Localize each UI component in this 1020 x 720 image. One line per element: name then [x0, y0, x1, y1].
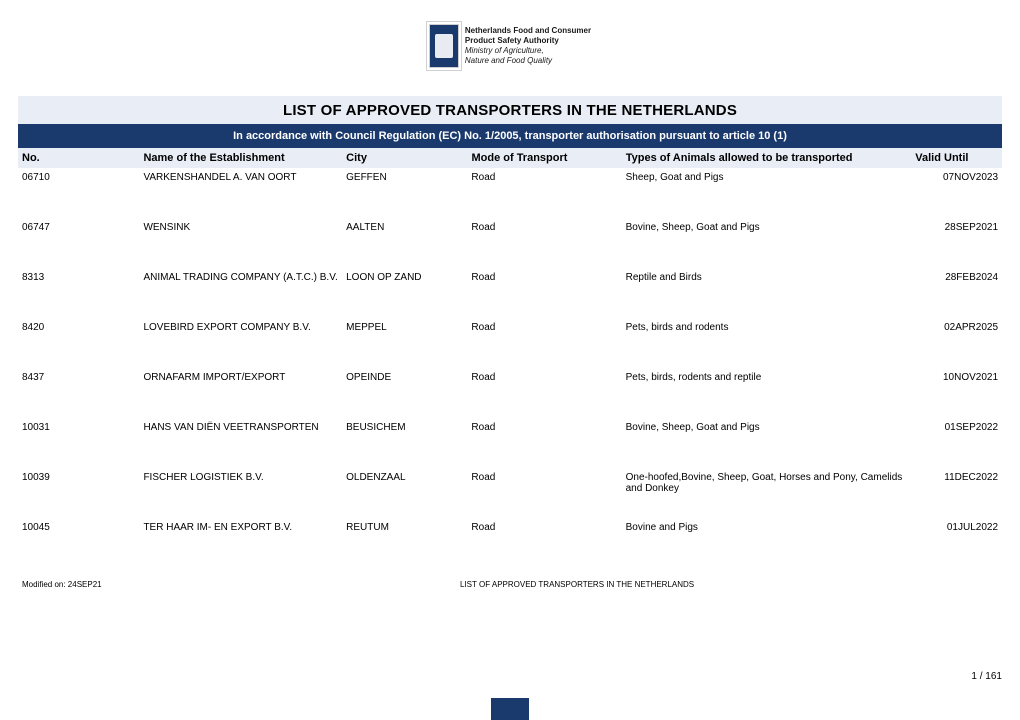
table-header-row: No. Name of the Establishment City Mode …	[18, 148, 1002, 168]
table-row: 8313 ANIMAL TRADING COMPANY (A.T.C.) B.V…	[18, 268, 1002, 318]
cell-valid: 11DEC2022	[915, 472, 1002, 483]
cell-name: ANIMAL TRADING COMPANY (A.T.C.) B.V.	[143, 272, 346, 283]
footer-center-title: LIST OF APPROVED TRANSPORTERS IN THE NET…	[460, 580, 694, 589]
cell-city: MEPPEL	[346, 322, 471, 333]
table-body: 06710 VARKENSHANDEL A. VAN OORT GEFFEN R…	[18, 168, 1002, 568]
cell-types: Bovine and Pigs	[626, 522, 916, 533]
col-header-mode: Mode of Transport	[471, 152, 625, 164]
cell-city: GEFFEN	[346, 172, 471, 183]
cell-types: Bovine, Sheep, Goat and Pigs	[626, 222, 916, 233]
cell-no: 10031	[18, 422, 143, 433]
ministry-line2: Nature and Food Quality	[465, 56, 591, 66]
cell-mode: Road	[471, 222, 625, 233]
cell-mode: Road	[471, 522, 625, 533]
cell-city: REUTUM	[346, 522, 471, 533]
table-row: 10031 HANS VAN DIËN VEETRANSPORTEN BEUSI…	[18, 418, 1002, 468]
cell-city: OPEINDE	[346, 372, 471, 383]
cell-mode: Road	[471, 422, 625, 433]
bottom-brand-block-icon	[491, 698, 529, 720]
cell-name: HANS VAN DIËN VEETRANSPORTEN	[143, 422, 346, 433]
document-page: Netherlands Food and Consumer Product Sa…	[0, 0, 1020, 589]
table-row: 8420 LOVEBIRD EXPORT COMPANY B.V. MEPPEL…	[18, 318, 1002, 368]
cell-valid: 01SEP2022	[915, 422, 1002, 433]
cell-name: FISCHER LOGISTIEK B.V.	[143, 472, 346, 483]
col-header-no: No.	[18, 152, 143, 164]
page-subtitle: In accordance with Council Regulation (E…	[18, 124, 1002, 148]
cell-valid: 02APR2025	[915, 322, 1002, 333]
col-header-valid: Valid Until	[915, 152, 1002, 164]
cell-name: ORNAFARM IMPORT/EXPORT	[143, 372, 346, 383]
footer-line: Modified on: 24SEP21 LIST OF APPROVED TR…	[18, 574, 1002, 589]
authority-line2: Product Safety Authority	[465, 36, 591, 46]
cell-no: 10045	[18, 522, 143, 533]
cell-no: 06710	[18, 172, 143, 183]
cell-types: Pets, birds and rodents	[626, 322, 916, 333]
cell-mode: Road	[471, 172, 625, 183]
cell-types: One-hoofed,Bovine, Sheep, Goat, Horses a…	[626, 472, 916, 494]
cell-mode: Road	[471, 472, 625, 483]
col-header-name: Name of the Establishment	[143, 152, 346, 164]
authority-name-block: Netherlands Food and Consumer Product Sa…	[465, 24, 591, 66]
cell-mode: Road	[471, 372, 625, 383]
cell-name: LOVEBIRD EXPORT COMPANY B.V.	[143, 322, 346, 333]
table-row: 06710 VARKENSHANDEL A. VAN OORT GEFFEN R…	[18, 168, 1002, 218]
cell-valid: 10NOV2021	[915, 372, 1002, 383]
cell-types: Bovine, Sheep, Goat and Pigs	[626, 422, 916, 433]
cell-types: Sheep, Goat and Pigs	[626, 172, 916, 183]
ministry-line1: Ministry of Agriculture,	[465, 46, 591, 56]
cell-city: LOON OP ZAND	[346, 272, 471, 283]
government-logo-icon	[429, 24, 459, 68]
cell-valid: 28FEB2024	[915, 272, 1002, 283]
cell-types: Reptile and Birds	[626, 272, 916, 283]
col-header-types: Types of Animals allowed to be transport…	[626, 152, 916, 164]
table-row: 10039 FISCHER LOGISTIEK B.V. OLDENZAAL R…	[18, 468, 1002, 518]
cell-name: TER HAAR IM- EN EXPORT B.V.	[143, 522, 346, 533]
cell-mode: Road	[471, 272, 625, 283]
cell-types: Pets, birds, rodents and reptile	[626, 372, 916, 383]
cell-no: 8420	[18, 322, 143, 333]
page-title: LIST OF APPROVED TRANSPORTERS IN THE NET…	[18, 96, 1002, 124]
cell-city: AALTEN	[346, 222, 471, 233]
table-row: 8437 ORNAFARM IMPORT/EXPORT OPEINDE Road…	[18, 368, 1002, 418]
authority-line1: Netherlands Food and Consumer	[465, 26, 591, 36]
cell-valid: 28SEP2021	[915, 222, 1002, 233]
header-logo-block: Netherlands Food and Consumer Product Sa…	[18, 24, 1002, 68]
page-number: 1 / 161	[971, 671, 1002, 682]
cell-no: 06747	[18, 222, 143, 233]
cell-city: BEUSICHEM	[346, 422, 471, 433]
cell-valid: 01JUL2022	[915, 522, 1002, 533]
cell-city: OLDENZAAL	[346, 472, 471, 483]
cell-no: 10039	[18, 472, 143, 483]
cell-no: 8313	[18, 272, 143, 283]
cell-name: WENSINK	[143, 222, 346, 233]
cell-name: VARKENSHANDEL A. VAN OORT	[143, 172, 346, 183]
cell-valid: 07NOV2023	[915, 172, 1002, 183]
cell-no: 8437	[18, 372, 143, 383]
footer-modified: Modified on: 24SEP21	[22, 580, 460, 589]
table-row: 10045 TER HAAR IM- EN EXPORT B.V. REUTUM…	[18, 518, 1002, 568]
col-header-city: City	[346, 152, 471, 164]
cell-mode: Road	[471, 322, 625, 333]
table-row: 06747 WENSINK AALTEN Road Bovine, Sheep,…	[18, 218, 1002, 268]
